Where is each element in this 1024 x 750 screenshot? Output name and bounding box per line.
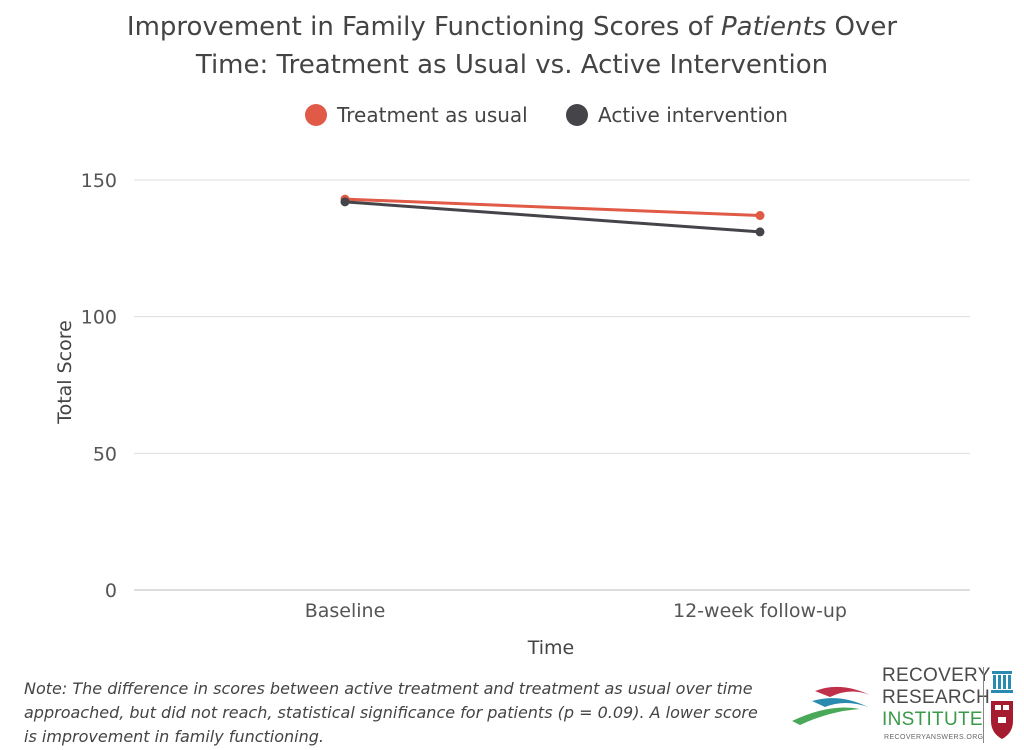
legend-item-active-intervention: Active intervention [566,100,788,130]
recovery-research-institute-logo: RECOVERY RESEARCH INSTITUTE RECOVERYANSW… [790,665,1020,745]
logo-divider [983,667,984,743]
line-chart: 0 50 100 150 Baseline 12-week follow-up Time To… [54,170,970,659]
logo-swoosh-icon [792,686,870,725]
chart-title-line1: Improvement in Family Functioning Scores… [126,12,898,42]
y-tick-label-100: 100 [81,307,117,329]
y-tick-label-50: 50 [93,443,117,465]
legend-label-treatment-as-usual: Treatment as usual [337,103,528,127]
legend-marker-treatment-as-usual [305,104,327,126]
legend-marker-active-intervention [566,104,588,126]
chart-title-emphasis: Patients [721,12,827,42]
x-tick-label-12-week-follow-up: 12-week follow-up [673,600,847,622]
x-axis-label: Time [527,637,575,659]
legend-label-active-intervention: Active intervention [598,103,788,127]
chart-title: Improvement in Family Functioning Scores… [0,8,1024,84]
logo-shield-icon [991,671,1013,739]
logo-text: RECOVERY RESEARCH INSTITUTE [882,665,991,730]
y-axis-label: Total Score [54,320,76,425]
logo-url: RECOVERYANSWERS.ORG [884,734,984,741]
data-point-active-intervention-0 [340,197,350,207]
y-tick-label-150: 150 [81,170,117,192]
x-tick-label-baseline: Baseline [305,600,386,622]
series-line-active-intervention [344,200,761,234]
y-tick-label-0: 0 [105,580,117,602]
data-point-treatment-as-usual-1 [755,211,765,221]
series-line-treatment-as-usual [344,197,761,218]
chart-legend: Treatment as usual Active intervention [0,100,1024,130]
legend-item-treatment-as-usual: Treatment as usual [305,100,528,130]
footnote: Note: The difference in scores between a… [24,679,758,746]
chart-title-line2: Time: Treatment as Usual vs. Active Inte… [195,50,829,80]
data-point-active-intervention-1 [755,227,765,237]
